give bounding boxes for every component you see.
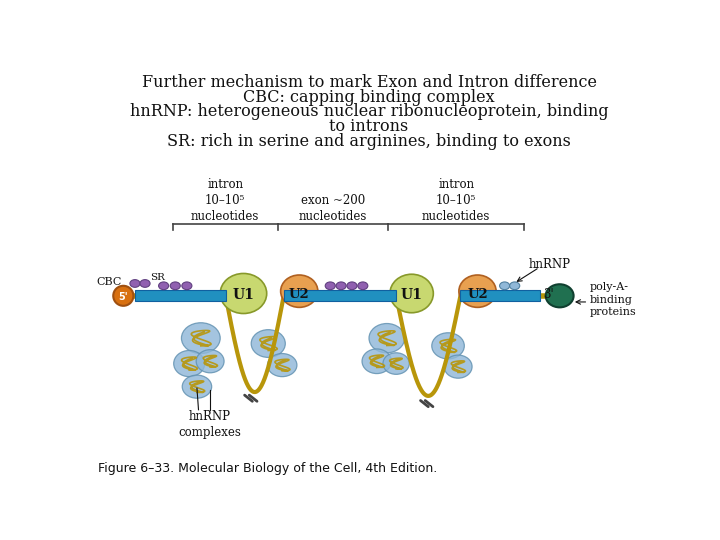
Text: exon ~200
nucleotides: exon ~200 nucleotides	[299, 194, 367, 222]
Ellipse shape	[510, 282, 520, 289]
Text: poly-A-
binding
proteins: poly-A- binding proteins	[590, 282, 636, 317]
Ellipse shape	[281, 275, 318, 307]
Text: to introns: to introns	[329, 118, 409, 135]
Text: intron
10–10⁵
nucleotides: intron 10–10⁵ nucleotides	[191, 178, 259, 222]
Ellipse shape	[174, 350, 204, 377]
Ellipse shape	[336, 282, 346, 289]
Text: hnRNP: heterogeneous nuclear ribonucleoprotein, binding: hnRNP: heterogeneous nuclear ribonucleop…	[130, 103, 608, 120]
Ellipse shape	[170, 282, 180, 289]
Bar	[135, 291, 225, 301]
Text: 3': 3'	[544, 288, 554, 301]
Ellipse shape	[181, 323, 220, 354]
Ellipse shape	[358, 282, 368, 289]
Text: U1: U1	[233, 288, 254, 302]
Ellipse shape	[182, 282, 192, 289]
Ellipse shape	[158, 282, 168, 289]
Circle shape	[113, 286, 133, 306]
Ellipse shape	[140, 280, 150, 287]
Ellipse shape	[459, 275, 496, 307]
Text: CBC: CBC	[96, 277, 122, 287]
Ellipse shape	[251, 330, 285, 357]
Bar	[284, 291, 396, 301]
Ellipse shape	[196, 350, 224, 373]
Ellipse shape	[546, 284, 574, 307]
Text: hnRNP: hnRNP	[528, 259, 570, 272]
Ellipse shape	[362, 349, 392, 374]
Ellipse shape	[432, 333, 464, 359]
Bar	[461, 291, 539, 301]
Text: U2: U2	[289, 288, 310, 301]
Ellipse shape	[182, 375, 212, 398]
Ellipse shape	[267, 354, 297, 377]
Ellipse shape	[369, 323, 405, 353]
Text: Figure 6–33. Molecular Biology of the Cell, 4th Edition.: Figure 6–33. Molecular Biology of the Ce…	[98, 462, 437, 475]
Text: Further mechanism to mark Exon and Intron difference: Further mechanism to mark Exon and Intro…	[142, 74, 596, 91]
Text: SR: SR	[150, 273, 166, 282]
Text: 5': 5'	[119, 292, 128, 301]
Text: hnRNP
complexes: hnRNP complexes	[179, 410, 242, 439]
Ellipse shape	[130, 280, 140, 287]
Ellipse shape	[220, 273, 266, 314]
Text: CBC: capping binding complex: CBC: capping binding complex	[243, 89, 495, 106]
Text: U1: U1	[401, 288, 423, 302]
Text: SR: rich in serine and arginines, binding to exons: SR: rich in serine and arginines, bindin…	[167, 132, 571, 150]
Text: U2: U2	[467, 288, 488, 301]
Ellipse shape	[383, 353, 409, 374]
Ellipse shape	[347, 282, 357, 289]
Ellipse shape	[500, 282, 510, 289]
Text: intron
10–10⁵
nucleotides: intron 10–10⁵ nucleotides	[422, 178, 490, 222]
Ellipse shape	[325, 282, 336, 289]
Ellipse shape	[390, 274, 433, 313]
Ellipse shape	[444, 355, 472, 378]
